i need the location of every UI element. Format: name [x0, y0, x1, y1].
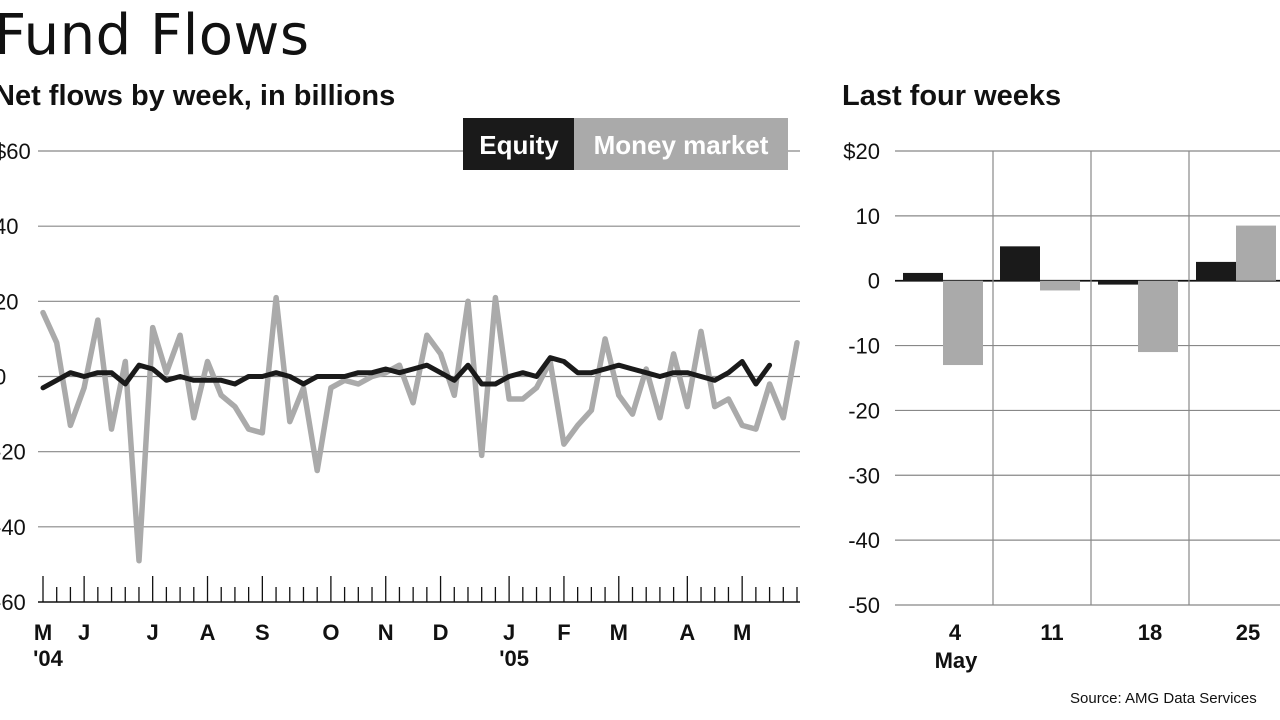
y-tick-label: 10 — [856, 204, 880, 229]
y-tick-label: -30 — [848, 463, 880, 488]
money-market-bar — [1236, 225, 1276, 281]
y-tick-label: -50 — [848, 593, 880, 618]
bar-chart-subtitle: Last four weeks — [842, 80, 1062, 112]
x-month-label: D — [433, 620, 449, 645]
x-month-label: A — [679, 620, 695, 645]
y-tick-label: -10 — [848, 334, 880, 359]
equity-bar — [1098, 280, 1138, 285]
x-year-label: '05 — [499, 646, 529, 671]
source-note: Source: AMG Data Services — [1070, 690, 1257, 707]
equity-bar — [1196, 261, 1236, 281]
y-tick-label: 40 — [0, 214, 18, 239]
legend-swatch-money-market — [574, 118, 788, 170]
x-month-label: M — [733, 620, 751, 645]
x-month-label: O — [322, 620, 339, 645]
legend-swatch-equity — [463, 118, 574, 170]
x-category-label: 11 — [1040, 620, 1063, 645]
chart-title: Fund Flows — [0, 3, 310, 68]
x-category-label: 4 — [949, 620, 962, 645]
x-year-label: '04 — [33, 646, 63, 671]
y-tick-label: $60 — [0, 139, 31, 164]
x-month-label: J — [147, 620, 159, 645]
legend-label-equity: Equity — [479, 130, 559, 160]
x-month-label: A — [200, 620, 216, 645]
y-tick-label: -40 — [848, 528, 880, 553]
money-market-series-line — [40, 294, 800, 564]
legend-label-money-market: Money market — [594, 130, 769, 160]
x-category-label: 18 — [1138, 620, 1162, 645]
x-month-label: M — [610, 620, 628, 645]
x-month-label: M — [34, 620, 52, 645]
last-four-weeks-bar-chart: $20 10 0 -10 -20 -30 -40 -50 4 11 18 25 May — [843, 139, 1280, 673]
equity-bar — [903, 272, 943, 281]
y-tick-label: -20 — [848, 398, 880, 423]
x-category-label: 25 — [1236, 620, 1260, 645]
y-tick-label: $20 — [843, 139, 880, 164]
y-tick-label: 0 — [0, 365, 6, 390]
chart-legend: Equity Money market — [463, 118, 788, 170]
y-tick-label: -20 — [0, 440, 26, 465]
x-month-label: N — [378, 620, 394, 645]
money-market-bar — [943, 280, 983, 366]
y-tick-label: 20 — [0, 289, 18, 314]
x-group-label: May — [935, 648, 979, 673]
y-tick-label: -60 — [0, 590, 26, 615]
x-month-label: J — [78, 620, 90, 645]
equity-bar — [1000, 246, 1040, 281]
money-market-bar — [1040, 280, 1080, 291]
x-month-label: S — [255, 620, 270, 645]
y-tick-label: -40 — [0, 515, 26, 540]
x-month-label: F — [557, 620, 570, 645]
x-month-label: J — [503, 620, 515, 645]
money-market-bar — [1138, 280, 1178, 353]
equity-series-line — [40, 355, 773, 391]
y-tick-label: 0 — [868, 269, 880, 294]
line-chart-subtitle: Net flows by week, in billions — [0, 80, 396, 112]
